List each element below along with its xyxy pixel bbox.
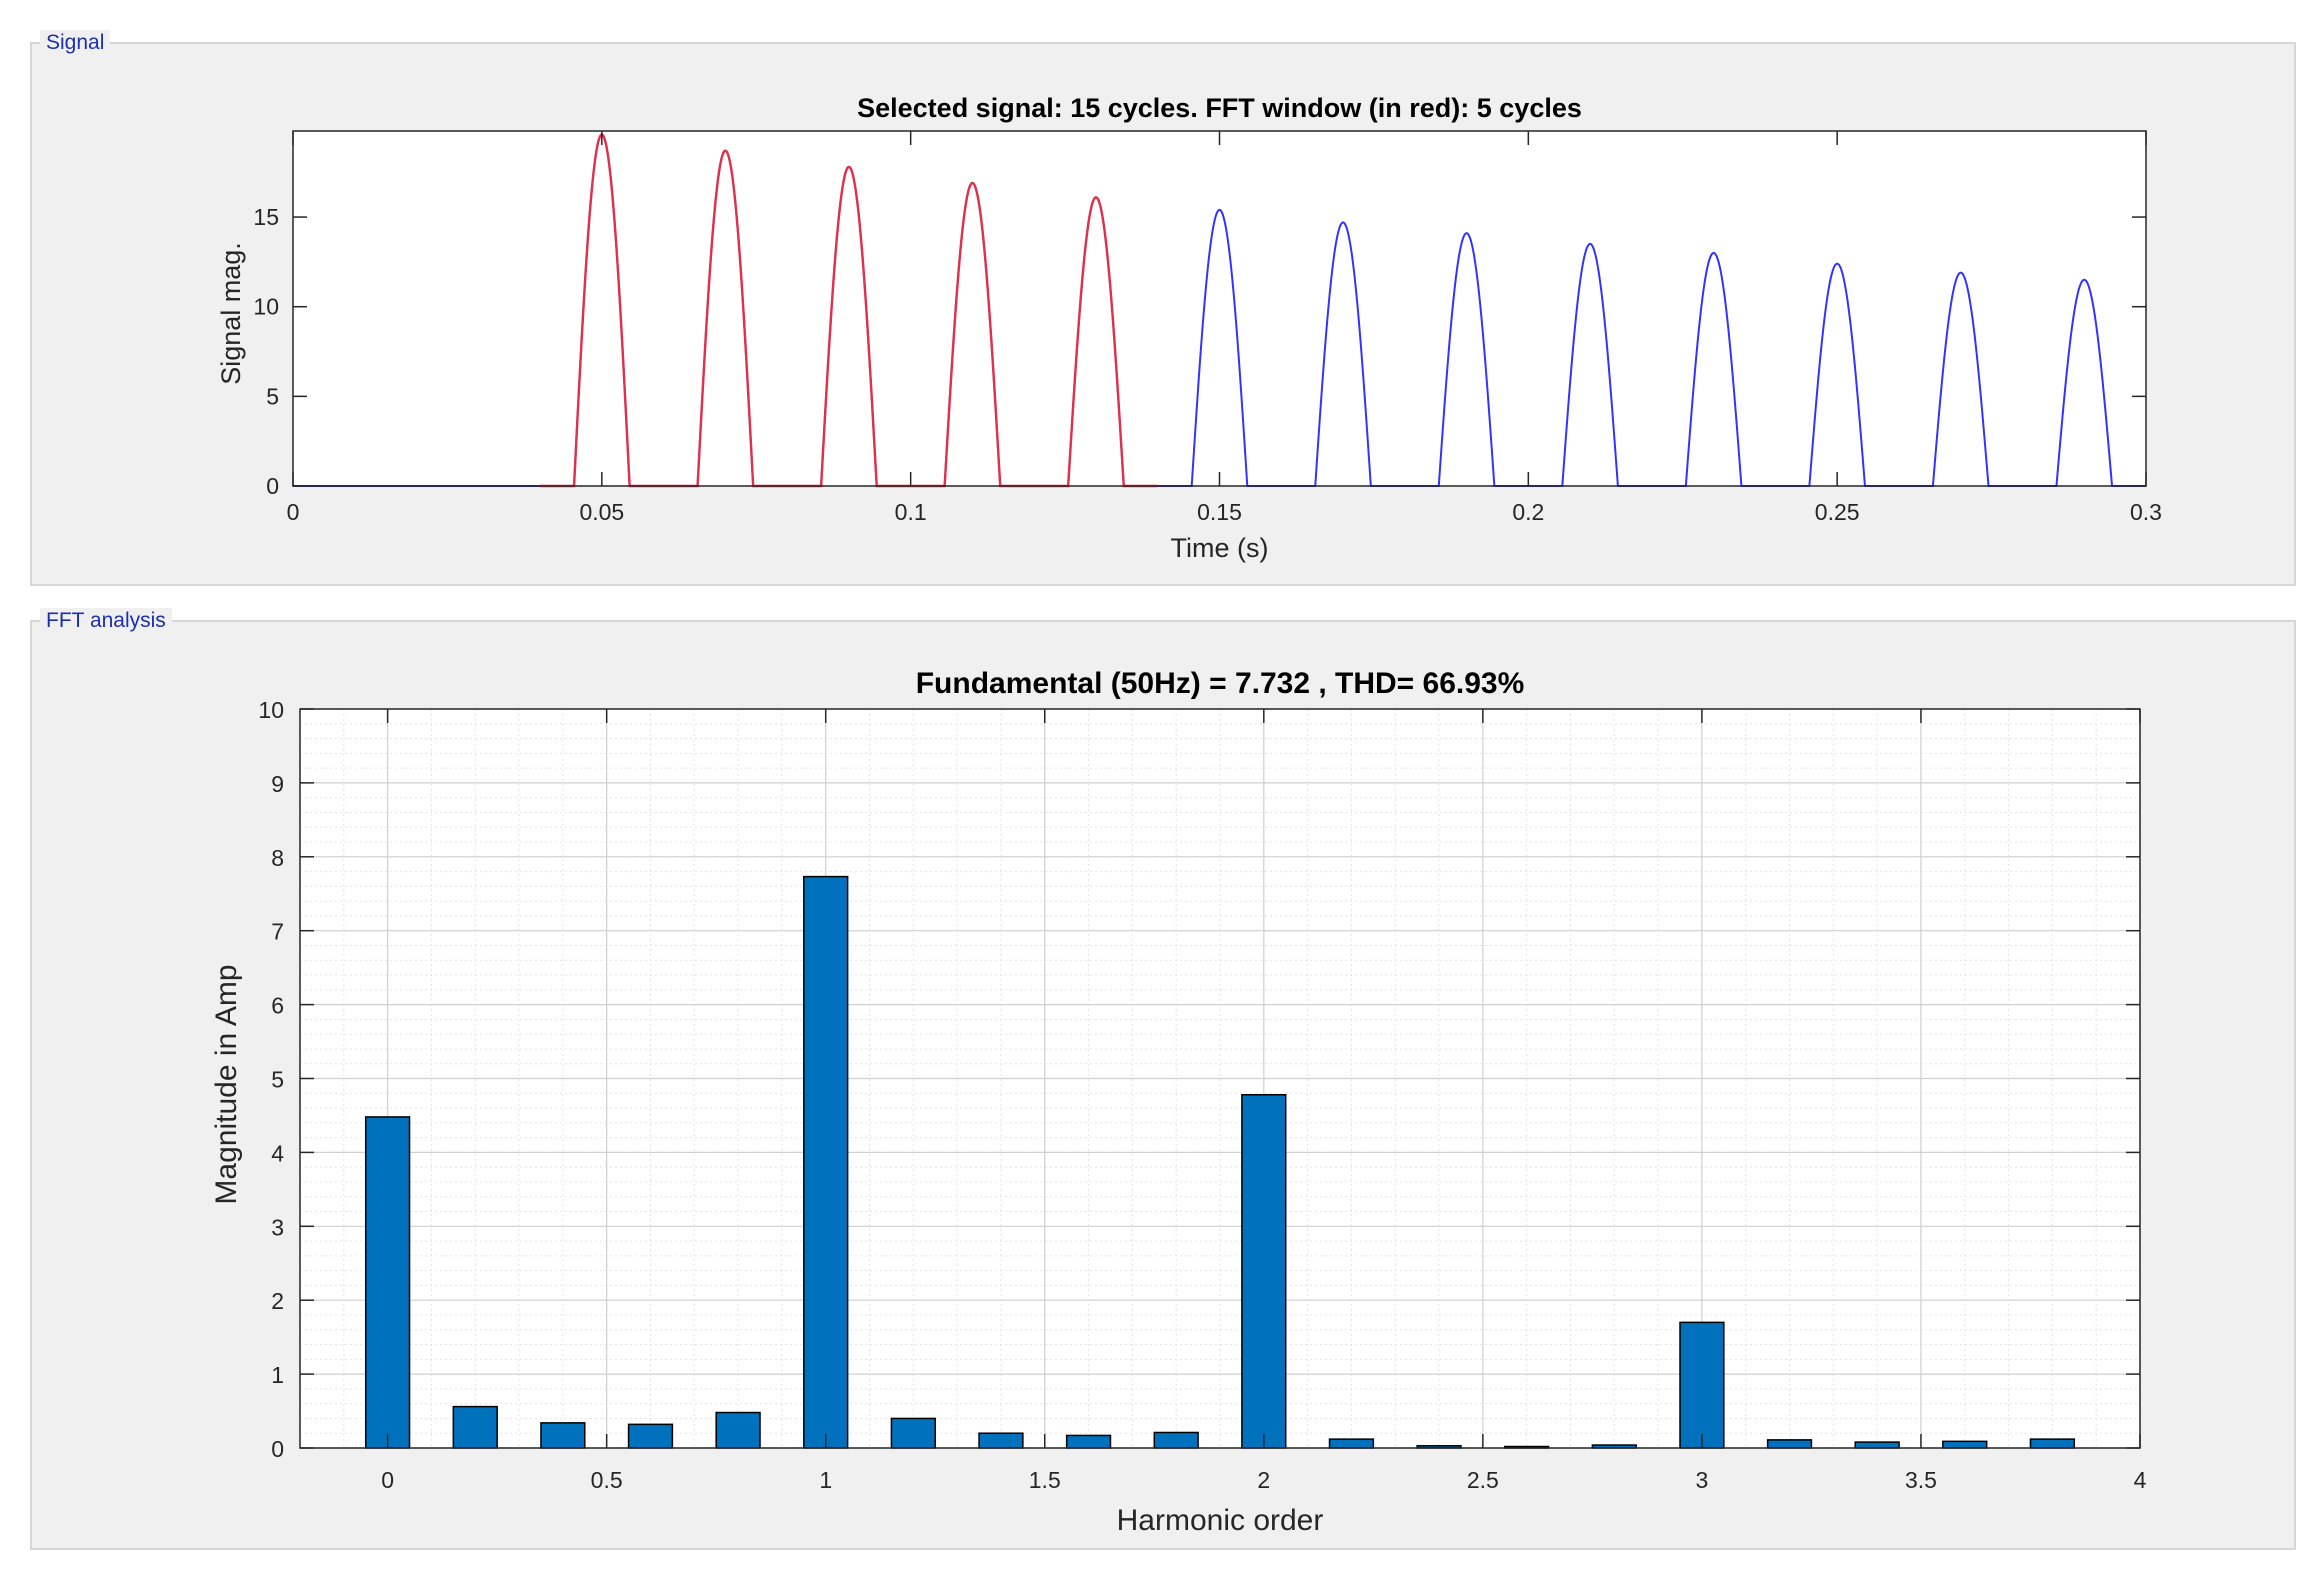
fft-x-tick-label: 2.5 <box>1467 1467 1499 1493</box>
fft-y-tick-label: 4 <box>271 1140 284 1166</box>
fft-panel-title: FFT analysis <box>40 608 172 634</box>
fft-bar <box>1328 1438 1375 1449</box>
signal-x-tick-label: 0.15 <box>1197 499 1242 525</box>
fft-bar <box>890 1417 936 1449</box>
fft-bar <box>2029 1438 2076 1449</box>
fft-bar <box>715 1411 761 1449</box>
fft-y-tick-label: 8 <box>271 845 284 871</box>
signal-x-tick-label: 0.3 <box>2130 499 2162 525</box>
fft-y-tick-label: 0 <box>271 1436 284 1462</box>
signal-chart-title: Selected signal: 15 cycles. FFT window (… <box>857 93 1582 123</box>
fft-bar <box>803 875 849 1449</box>
fft-bar <box>1679 1321 1725 1449</box>
fft-y-tick-label: 9 <box>271 771 284 797</box>
fft-x-tick-label: 1.5 <box>1029 1467 1061 1493</box>
fft-bar <box>978 1432 1024 1449</box>
signal-x-axis-label: Time (s) <box>1171 533 1269 563</box>
fft-x-tick-label: 2 <box>1257 1467 1270 1493</box>
fft-y-tick-label: 3 <box>271 1214 284 1240</box>
fft-y-tick-label: 7 <box>271 919 284 945</box>
signal-y-axis-label: Signal mag. <box>216 242 246 385</box>
signal-plot-area <box>293 131 2146 486</box>
signal-x-tick-label: 0 <box>287 499 300 525</box>
fft-y-tick-label: 1 <box>271 1362 284 1388</box>
fft-bar <box>364 1116 411 1449</box>
fft-x-tick-label: 3 <box>1696 1467 1709 1493</box>
fft-x-tick-label: 0 <box>381 1467 394 1493</box>
fft-x-tick-label: 0.5 <box>591 1467 623 1493</box>
fft-x-tick-label: 1 <box>819 1467 832 1493</box>
signal-y-tick-label: 15 <box>253 204 279 230</box>
fft-bar <box>1241 1094 1287 1449</box>
signal-x-tick-label: 0.1 <box>895 499 927 525</box>
fft-bar <box>1153 1431 1199 1449</box>
fft-bar <box>1766 1439 1813 1449</box>
signal-x-tick-label: 0.05 <box>579 499 624 525</box>
fft-chart-title: Fundamental (50Hz) = 7.732 , THD= 66.93% <box>916 667 1525 700</box>
fft-y-tick-label: 10 <box>258 697 284 723</box>
fft-bar <box>1065 1434 1112 1449</box>
fft-bar <box>1942 1440 1988 1449</box>
fft-y-axis-label: Magnitude in Amp <box>210 964 243 1204</box>
fft-bar <box>1854 1441 1900 1449</box>
fft-y-tick-label: 2 <box>271 1288 284 1314</box>
signal-x-tick-label: 0.25 <box>1815 499 1860 525</box>
signal-panel-title: Signal <box>40 30 111 56</box>
fft-x-tick-label: 4 <box>2134 1467 2147 1493</box>
signal-x-tick-label: 0.2 <box>1512 499 1544 525</box>
fft-bar <box>540 1422 586 1449</box>
fft-y-tick-label: 5 <box>271 1067 284 1093</box>
fft-x-axis-label: Harmonic order <box>1117 1504 1324 1537</box>
signal-y-tick-label: 5 <box>266 383 279 409</box>
fft-bar <box>452 1405 498 1449</box>
fft-y-tick-label: 6 <box>271 993 284 1019</box>
fft-bar <box>627 1423 674 1449</box>
fft-x-tick-label: 3.5 <box>1905 1467 1937 1493</box>
signal-y-tick-label: 0 <box>266 473 279 499</box>
signal-y-tick-label: 10 <box>253 294 279 320</box>
signal-chart: 0 0.05 0.1 0.15 0.2 0.25 0.3 0 5 10 15 Selected sig… <box>216 93 2162 563</box>
